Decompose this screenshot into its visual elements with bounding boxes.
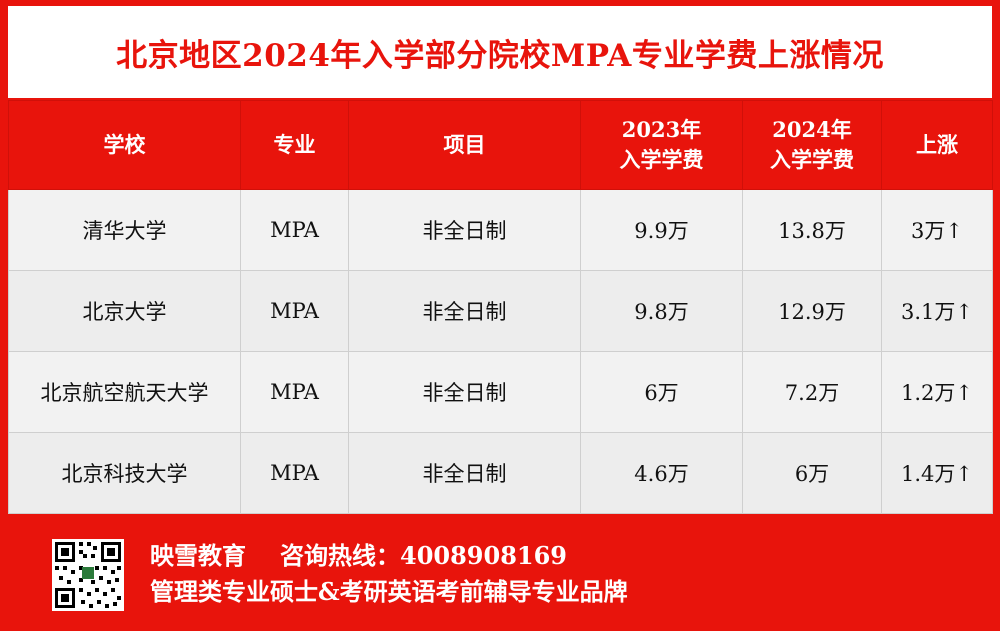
cell-increase: 3.1万↑ — [881, 270, 993, 352]
cell-fee-2024: 13.8万 — [742, 189, 882, 271]
cell-program: 非全日制 — [348, 432, 581, 514]
cell-program: 非全日制 — [348, 351, 581, 433]
cell-increase: 3万↑ — [881, 189, 993, 271]
header-fee-2023: 2023年 入学学费 — [580, 100, 743, 190]
cell-fee-2023: 6万 — [580, 351, 743, 433]
title-banner: 北京地区2024年入学部分院校MPA专业学费上涨情况 — [8, 6, 992, 98]
header-fee-2024-text: 2024年 入学学费 — [770, 117, 854, 172]
cell-program: 非全日制 — [348, 270, 581, 352]
cell-major: MPA — [240, 270, 349, 352]
table-row: 北京科技大学 MPA 非全日制 4.6万 6万 1.4万↑ — [8, 432, 993, 514]
brand-name: 映雪教育 — [150, 541, 246, 570]
tuition-table: 学校 专业 项目 2023年 入学学费 2024年 入学学费 上涨 清华大学 M… — [8, 100, 993, 514]
cell-fee-2024: 7.2万 — [742, 351, 882, 433]
cell-school: 北京大学 — [8, 270, 241, 352]
table-header-row: 学校 专业 项目 2023年 入学学费 2024年 入学学费 上涨 — [8, 100, 993, 190]
header-school: 学校 — [8, 100, 241, 190]
cell-fee-2023: 4.6万 — [580, 432, 743, 514]
cell-increase: 1.4万↑ — [881, 432, 993, 514]
footer-contact: 映雪教育 咨询热线：4008908169 — [150, 536, 567, 571]
cell-major: MPA — [240, 351, 349, 433]
table-row: 清华大学 MPA 非全日制 9.9万 13.8万 3万↑ — [8, 189, 993, 271]
table-row: 北京航空航天大学 MPA 非全日制 6万 7.2万 1.2万↑ — [8, 351, 993, 433]
cell-fee-2023: 9.9万 — [580, 189, 743, 271]
footer-slogan: 管理类专业硕士&考研英语考前辅导专业品牌 — [150, 577, 628, 606]
header-fee-2024: 2024年 入学学费 — [742, 100, 882, 190]
cell-fee-2024: 6万 — [742, 432, 882, 514]
cell-major: MPA — [240, 189, 349, 271]
header-fee-2023-text: 2023年 入学学费 — [619, 117, 704, 172]
cell-school: 北京科技大学 — [8, 432, 241, 514]
cell-school: 北京航空航天大学 — [8, 351, 241, 433]
footer-banner: 映雪教育 咨询热线：4008908169 管理类专业硕士&考研英语考前辅导专业品牌 — [0, 512, 1000, 631]
qr-code-icon[interactable] — [52, 539, 124, 611]
page-title: 北京地区2024年入学部分院校MPA专业学费上涨情况 — [116, 37, 884, 74]
hotline-text: 咨询热线：4008908169 — [280, 541, 567, 570]
header-increase: 上涨 — [881, 100, 993, 190]
table-row: 北京大学 MPA 非全日制 9.8万 12.9万 3.1万↑ — [8, 270, 993, 352]
header-major: 专业 — [240, 100, 349, 190]
cell-fee-2024: 12.9万 — [742, 270, 882, 352]
header-program: 项目 — [348, 100, 581, 190]
cell-program: 非全日制 — [348, 189, 581, 271]
cell-increase: 1.2万↑ — [881, 351, 993, 433]
cell-fee-2023: 9.8万 — [580, 270, 743, 352]
cell-major: MPA — [240, 432, 349, 514]
cell-school: 清华大学 — [8, 189, 241, 271]
